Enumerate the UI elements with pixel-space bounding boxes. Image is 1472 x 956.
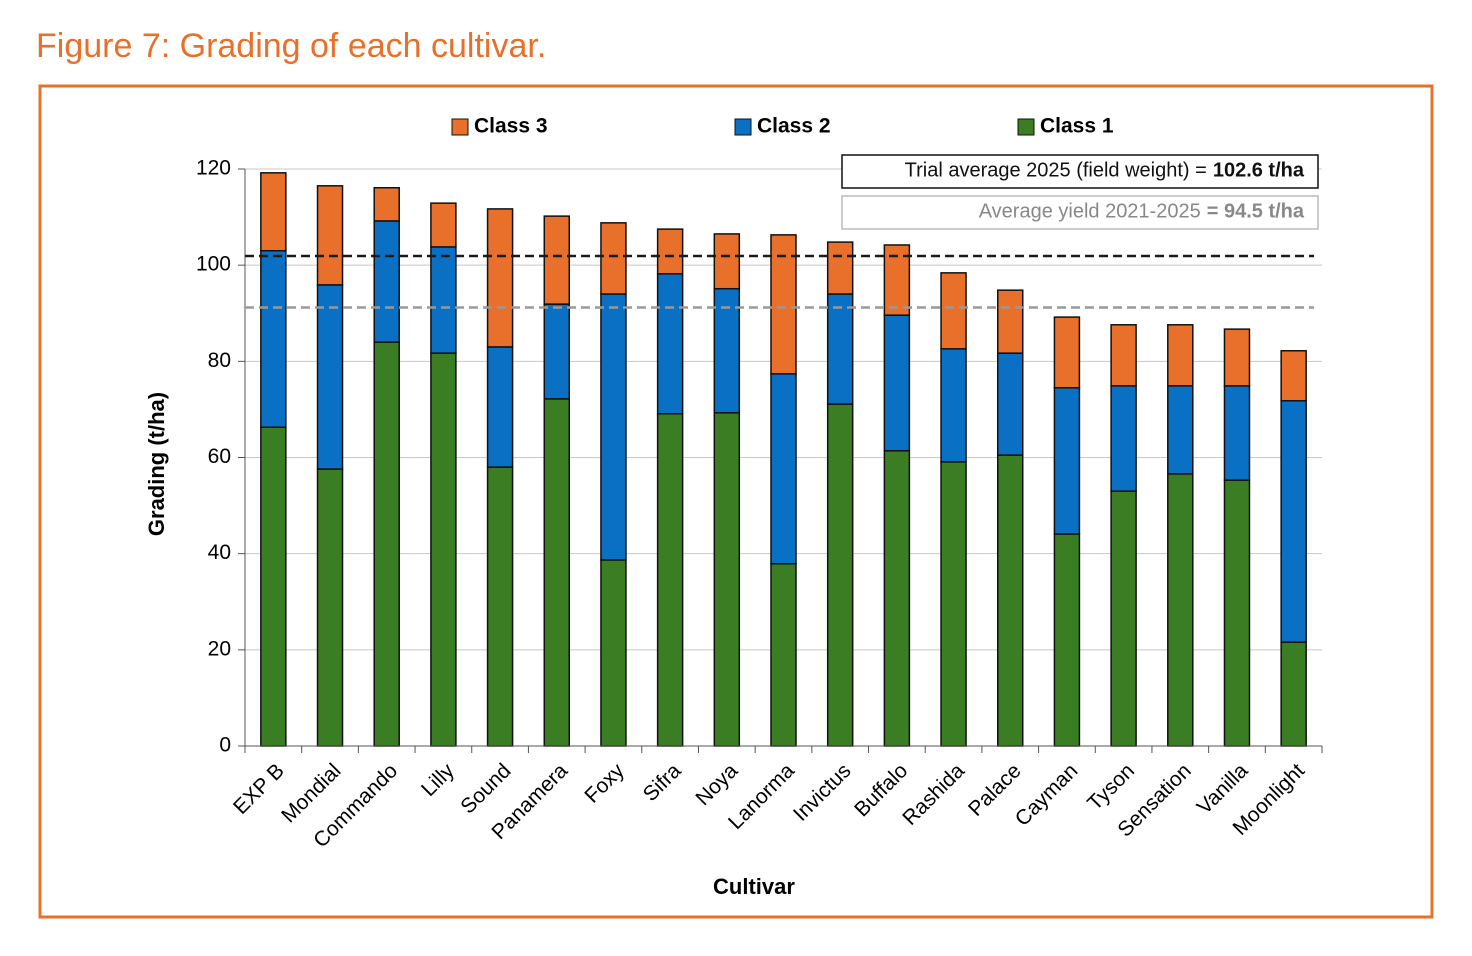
y-tick-label: 60: [208, 445, 231, 468]
bar-segment: [713, 287, 741, 414]
bar-segment: [260, 249, 287, 428]
bar-segment: [1280, 350, 1307, 402]
bar-segment: [543, 215, 571, 305]
bar-segment: [1223, 479, 1251, 747]
legend-label: Class 2: [757, 115, 831, 138]
x-tick-label: Cayman: [1011, 759, 1083, 831]
bar-segment: [996, 289, 1024, 354]
bar-segment: [1167, 473, 1194, 747]
bar-segment: [543, 398, 571, 747]
bar-segment: [656, 228, 684, 275]
x-axis-title: Cultivar: [713, 874, 795, 899]
bar-segment: [770, 234, 797, 375]
bar-segment: [883, 450, 911, 747]
bar-segment: [260, 172, 287, 252]
y-tick-label: 80: [208, 349, 231, 372]
x-tick-label: Invictus: [789, 759, 856, 826]
bar-segment: [656, 412, 684, 747]
bar-segment: [996, 454, 1024, 747]
bar-segment: [1110, 324, 1137, 387]
bar-segment: [486, 466, 514, 747]
x-tick-label: Noya: [691, 759, 742, 810]
bar-segment: [770, 563, 797, 747]
annotation-value: 102.6 t/ha: [1213, 160, 1305, 182]
bar-segment: [883, 314, 911, 452]
bar-segment: [316, 468, 344, 747]
annotation-text: Trial average 2025 (field weight) =: [905, 160, 1207, 182]
bar-segment: [486, 346, 514, 468]
bar-segment: [373, 220, 400, 343]
x-tick-label: Lilly: [417, 759, 459, 801]
bar-segment: [316, 185, 344, 286]
bar-segment: [600, 222, 627, 295]
bar-segment: [1167, 324, 1194, 387]
bar-segment: [1110, 385, 1137, 492]
bar-segment: [430, 202, 457, 248]
bar-segment: [1167, 385, 1194, 475]
legend-swatch: [734, 118, 752, 136]
bar-segment: [1053, 533, 1081, 747]
bar-segment: [1053, 316, 1081, 389]
legend-swatch: [451, 118, 469, 136]
bar-segment: [1053, 387, 1081, 535]
legend-label: Class 3: [474, 115, 548, 138]
bar-segment: [770, 373, 797, 565]
bar-segment: [486, 208, 514, 348]
annotation-box: [841, 195, 1319, 230]
y-tick-label: 40: [208, 541, 231, 564]
chart-title: Figure 7: Grading of each cultivar.: [36, 27, 546, 65]
bar-segment: [1280, 400, 1307, 643]
y-tick-label: 100: [196, 253, 231, 276]
bar-segment: [656, 273, 684, 415]
bar-segment: [430, 246, 457, 354]
bar-segment: [373, 341, 400, 747]
legend-label: Class 1: [1040, 115, 1114, 138]
annotation-box: [841, 154, 1319, 189]
bar-segment: [826, 403, 854, 747]
bar-segment: [1110, 490, 1137, 747]
bar-segment: [1280, 641, 1307, 747]
y-axis-title: Grading (t/ha): [144, 392, 169, 536]
annotation: Trial average 2025 (field weight) = 102.6…: [905, 160, 1305, 182]
bar-segment: [1223, 385, 1251, 481]
annotation-value: = 94.5 t/ha: [1207, 201, 1305, 223]
bar-segment: [826, 293, 854, 405]
bar-segment: [996, 352, 1024, 456]
bar-segment: [713, 233, 741, 290]
bar-segment: [373, 187, 400, 222]
bar-segment: [316, 284, 344, 470]
bar-segment: [600, 559, 627, 747]
bar-segment: [1223, 328, 1251, 387]
x-tick-label: Rashida: [898, 759, 969, 830]
bar-segment: [713, 412, 741, 747]
bar-segment: [260, 426, 287, 747]
x-tick-label: Foxy: [580, 759, 629, 808]
y-tick-label: 120: [196, 157, 231, 180]
annotation: Average yield 2021-2025 = 94.5 t/ha: [979, 201, 1305, 223]
bar-segment: [940, 272, 967, 350]
annotation-text: Average yield 2021-2025: [979, 201, 1201, 223]
frame: [38, 84, 1434, 919]
bar-segment: [826, 241, 854, 295]
bar-segment: [430, 352, 457, 747]
x-tick-label: Sifra: [639, 759, 686, 806]
bar-segment: [940, 348, 967, 463]
y-tick-label: 0: [219, 734, 231, 757]
bar-segment: [600, 293, 627, 561]
bar-segment: [543, 303, 571, 400]
bar-segment: [940, 461, 967, 747]
y-tick-label: 20: [208, 637, 231, 660]
legend-swatch: [1017, 118, 1035, 136]
